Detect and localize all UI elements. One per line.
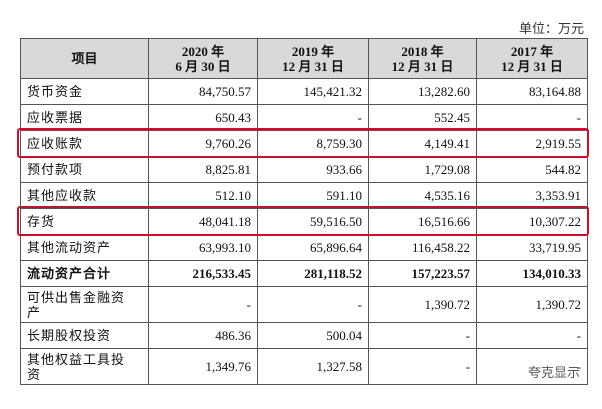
value-cell: 145,421.32 (258, 79, 369, 105)
value-cell: 3,353.91 (477, 183, 588, 209)
row-label: 长期股权投资 (21, 323, 149, 349)
row-label: 可供出售金融资产 (21, 287, 149, 323)
value-cell: - (477, 323, 588, 349)
value-cell: 65,896.64 (258, 235, 369, 261)
row-label: 预付款项 (21, 157, 149, 183)
value-cell: 1,390.72 (369, 287, 477, 323)
row-label: 流动资产合计 (21, 261, 149, 287)
header-cell: 2019 年 12 月 31 日 (258, 39, 369, 79)
text-line: 6 月 30 日 (175, 58, 231, 74)
value-cell: - (258, 287, 369, 323)
text-line: 12 月 31 日 (391, 58, 454, 74)
row-label: 其他权益工具投资 (21, 349, 149, 385)
value-cell: - (149, 287, 258, 323)
value-cell: - (477, 105, 588, 131)
text-line: 2020 年 (181, 43, 225, 59)
text-line: 其他应收款 (27, 188, 98, 203)
value-cell: 500.04 (258, 323, 369, 349)
value-cell: - (369, 349, 477, 385)
value-cell: 281,118.52 (258, 261, 369, 287)
value-cell: 512.10 (149, 183, 258, 209)
value-cell: - (258, 105, 369, 131)
value-cell: 8,825.81 (149, 157, 258, 183)
header-cell: 项目 (21, 39, 149, 79)
value-cell: 552.45 (369, 105, 477, 131)
text-line: 其他权益工具投 (27, 351, 126, 367)
value-cell: 84,750.57 (149, 79, 258, 105)
value-cell: 486.36 (149, 323, 258, 349)
value-cell: 13,282.60 (369, 79, 477, 105)
text-line: 存货 (27, 214, 56, 229)
header-cell: 2018 年 12 月 31 日 (369, 39, 477, 79)
value-cell: - (369, 323, 477, 349)
highlight-box (17, 128, 589, 158)
row-label: 其他应收款 (21, 183, 149, 209)
text-line: 12 月 31 日 (501, 58, 563, 74)
value-cell: 650.43 (149, 105, 258, 131)
text-line: 12 月 31 日 (282, 58, 344, 74)
text-line: 应收账款 (27, 136, 84, 151)
value-cell: 116,458.22 (369, 235, 477, 261)
text-line: 项目 (71, 51, 98, 66)
text-line: 预付款项 (27, 162, 84, 177)
highlight-box (17, 206, 589, 236)
value-cell: 33,719.95 (477, 235, 588, 261)
value-cell: 157,223.57 (369, 261, 477, 287)
text-line: 长期股权投资 (27, 328, 112, 343)
value-cell: 1,390.72 (477, 287, 588, 323)
value-cell: 216,533.45 (149, 261, 258, 287)
value-cell: 933.66 (258, 157, 369, 183)
text-line: 2017 年 (510, 43, 554, 59)
value-cell: 134,010.33 (477, 261, 588, 287)
value-cell: 1,349.76 (149, 349, 258, 385)
text-line: 应收票据 (27, 110, 84, 125)
value-cell: - (477, 349, 588, 385)
text-line: 可供出售金融资 (27, 289, 126, 305)
value-cell: 1,327.58 (258, 349, 369, 385)
row-label: 货币资金 (21, 79, 149, 105)
value-cell: 1,729.08 (369, 157, 477, 183)
value-cell: 63,993.10 (149, 235, 258, 261)
value-cell: 83,164.88 (477, 79, 588, 105)
value-cell: 4,535.16 (369, 183, 477, 209)
text-line: 2019 年 (291, 43, 335, 59)
header-cell: 2017 年 12 月 31 日 (477, 39, 588, 79)
text-line: 货币资金 (27, 84, 84, 99)
row-label: 其他流动资产 (21, 235, 149, 261)
unit-label: 单位：万元 (518, 21, 584, 36)
watermark: 夸克显示 (527, 366, 580, 381)
value-cell: 591.10 (258, 183, 369, 209)
text-line: 资 (27, 366, 42, 382)
value-cell: 544.82 (477, 157, 588, 183)
text-line: 2018 年 (401, 43, 444, 59)
text-line: 流动资产合计 (27, 266, 112, 281)
text-line: 其他流动资产 (27, 240, 112, 255)
text-line: 产 (27, 304, 42, 320)
row-label: 应收票据 (21, 105, 149, 131)
